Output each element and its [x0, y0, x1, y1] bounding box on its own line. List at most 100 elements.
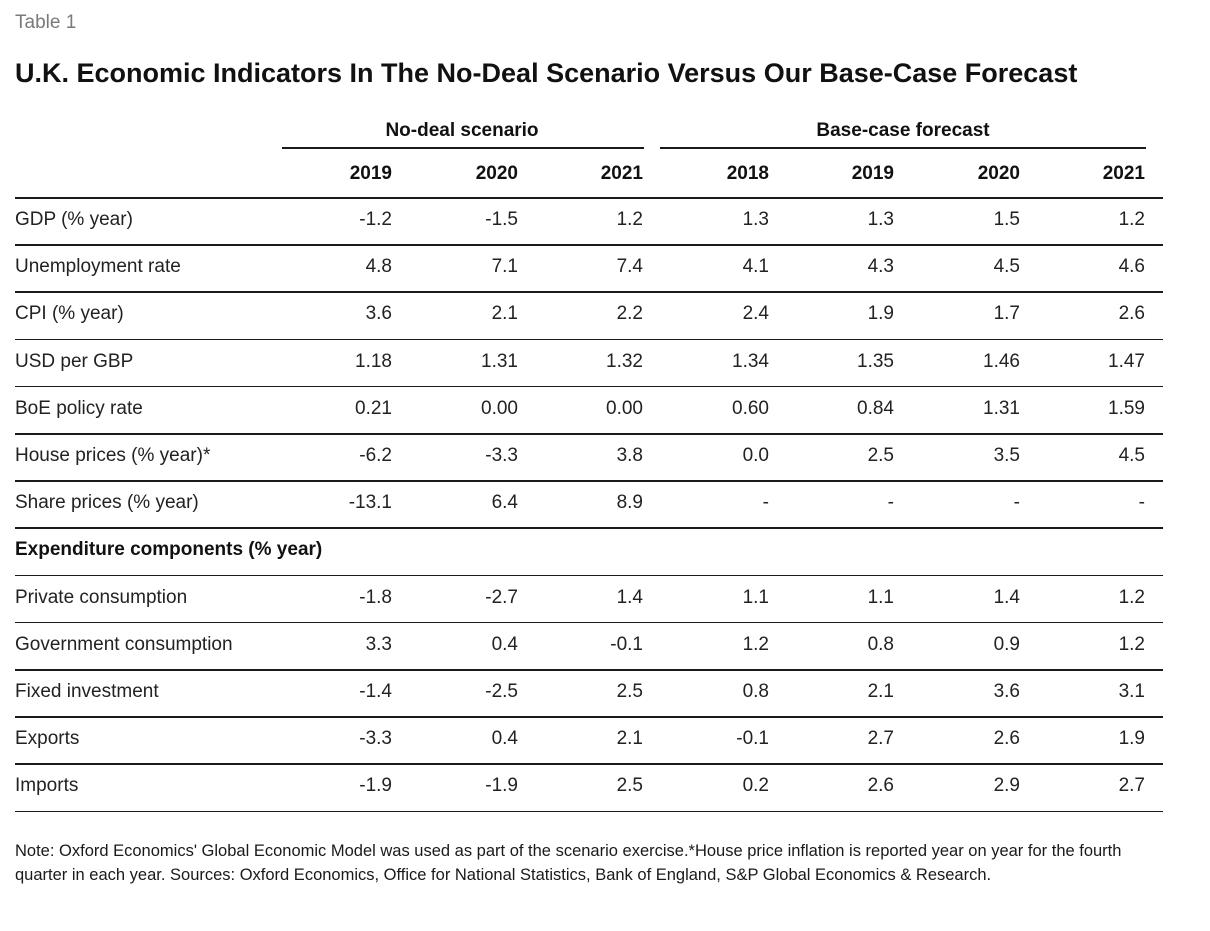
row-label: Unemployment rate — [15, 256, 181, 278]
column-header-year: 2019 — [349, 163, 392, 184]
row-divider — [15, 480, 1163, 482]
table-cell: 0.8 — [742, 681, 769, 702]
row-divider — [15, 716, 1163, 718]
row-label: House prices (% year)* — [15, 445, 211, 466]
group-underline-no-deal — [282, 147, 644, 149]
table-cell: 0.4 — [491, 633, 518, 655]
table-cell: 1.4 — [993, 586, 1020, 608]
table-cell: -0.1 — [736, 728, 769, 750]
table-cell: -1.8 — [359, 586, 392, 608]
table-cell: 1.1 — [742, 586, 769, 608]
table-cell: 4.5 — [1118, 445, 1145, 466]
table-title: U.K. Economic Indicators In The No-Deal … — [15, 58, 1078, 88]
table-cell: 1.1 — [867, 586, 894, 608]
table-cell: 1.31 — [481, 350, 518, 372]
table-cell: 1.3 — [867, 209, 894, 230]
table-cell: 2.2 — [616, 303, 643, 325]
table-cell: - — [1013, 492, 1020, 514]
row-label: Private consumption — [15, 586, 188, 608]
table-cell: 2.9 — [993, 775, 1020, 797]
table-cell: 1.3 — [742, 209, 769, 230]
table-cell: 0.4 — [491, 728, 518, 750]
table-cell: -1.9 — [359, 775, 392, 797]
table-cell: -0.1 — [610, 633, 643, 655]
table-cell: 4.5 — [993, 256, 1020, 278]
column-header-year: 2019 — [851, 163, 894, 184]
table-number: Table 1 — [15, 12, 77, 33]
table-cell: 4.6 — [1118, 256, 1145, 278]
table-cell: 0.60 — [732, 397, 769, 419]
table-cell: 2.4 — [742, 303, 769, 325]
table-cell: 2.5 — [616, 681, 643, 702]
row-label: Exports — [15, 728, 80, 750]
column-header-year: 2021 — [1102, 163, 1145, 184]
table-cell: -1.4 — [359, 681, 392, 702]
table-cell: 2.1 — [616, 728, 643, 750]
table-cell: 1.59 — [1108, 397, 1145, 419]
table-cell: 4.1 — [742, 256, 769, 278]
table-cell: - — [1138, 492, 1145, 514]
table-cell: 2.1 — [491, 303, 518, 325]
table-cell: 0.21 — [355, 397, 392, 419]
row-label: Imports — [15, 775, 79, 797]
row-divider — [15, 338, 1163, 341]
table-cell: 1.2 — [1118, 633, 1145, 655]
table-cell: -3.3 — [359, 728, 392, 750]
table-cell: 3.3 — [365, 633, 392, 655]
row-divider — [15, 385, 1163, 388]
group-header-base-case: Base-case forecast — [816, 120, 990, 141]
table-cell: -13.1 — [348, 492, 392, 514]
table-cell: - — [762, 492, 769, 514]
table-cell: 7.1 — [491, 256, 518, 278]
table-cell: -1.2 — [359, 209, 392, 230]
table-cell: -3.3 — [485, 445, 518, 466]
table-cell: 1.34 — [732, 350, 769, 372]
table-cell: 1.35 — [857, 350, 894, 372]
row-divider — [15, 669, 1163, 671]
table-cell: - — [887, 492, 894, 514]
row-divider — [15, 291, 1163, 293]
row-divider — [15, 527, 1163, 529]
table-cell: 1.9 — [867, 303, 894, 325]
table-cell: -2.5 — [485, 681, 518, 702]
table-cell: -1.9 — [485, 775, 518, 797]
table-cell: -1.5 — [485, 209, 518, 230]
group-header-no-deal: No-deal scenario — [385, 120, 539, 141]
table-cell: 1.32 — [606, 350, 643, 372]
row-divider — [15, 574, 1163, 577]
table-cell: 1.47 — [1108, 350, 1145, 372]
row-divider — [15, 433, 1163, 435]
section-header-expenditure: Expenditure components (% year) — [15, 539, 323, 561]
table-note: Note: Oxford Economics' Global Economic … — [15, 842, 1122, 884]
table-cell: 1.2 — [1118, 209, 1145, 230]
table-cell: 2.5 — [867, 445, 894, 466]
table-cell: 2.6 — [993, 728, 1020, 750]
row-label: CPI (% year) — [15, 303, 124, 325]
table-cell: 4.3 — [867, 256, 894, 278]
table-cell: 1.9 — [1118, 728, 1145, 750]
row-label: BoE policy rate — [15, 397, 143, 419]
table-cell: 3.6 — [365, 303, 392, 325]
table-cell: 4.8 — [365, 256, 392, 278]
row-label: Fixed investment — [15, 681, 159, 702]
table-cell: 2.1 — [867, 681, 894, 702]
table-cell: 1.2 — [1118, 586, 1145, 608]
row-divider — [15, 810, 1163, 813]
header-rule — [15, 197, 1163, 199]
table-cell: 1.2 — [616, 209, 643, 230]
table-cell: 2.6 — [867, 775, 894, 797]
table-cell: 2.7 — [1118, 775, 1145, 797]
row-label: Share prices (% year) — [15, 492, 199, 514]
table-cell: 0.00 — [481, 397, 518, 419]
table-cell: 0.0 — [742, 445, 769, 466]
table-cell: 0.2 — [742, 775, 769, 797]
table-cell: 8.9 — [616, 492, 643, 514]
table-cell: 1.18 — [355, 350, 392, 372]
table-cell: 3.5 — [993, 445, 1020, 466]
table-cell: 1.2 — [742, 633, 769, 655]
table-cell: 6.4 — [491, 492, 518, 514]
table-cell: 1.46 — [983, 350, 1020, 372]
table-cell: 7.4 — [616, 256, 643, 278]
table-cell: -2.7 — [485, 586, 518, 608]
table-cell: 1.31 — [983, 397, 1020, 419]
